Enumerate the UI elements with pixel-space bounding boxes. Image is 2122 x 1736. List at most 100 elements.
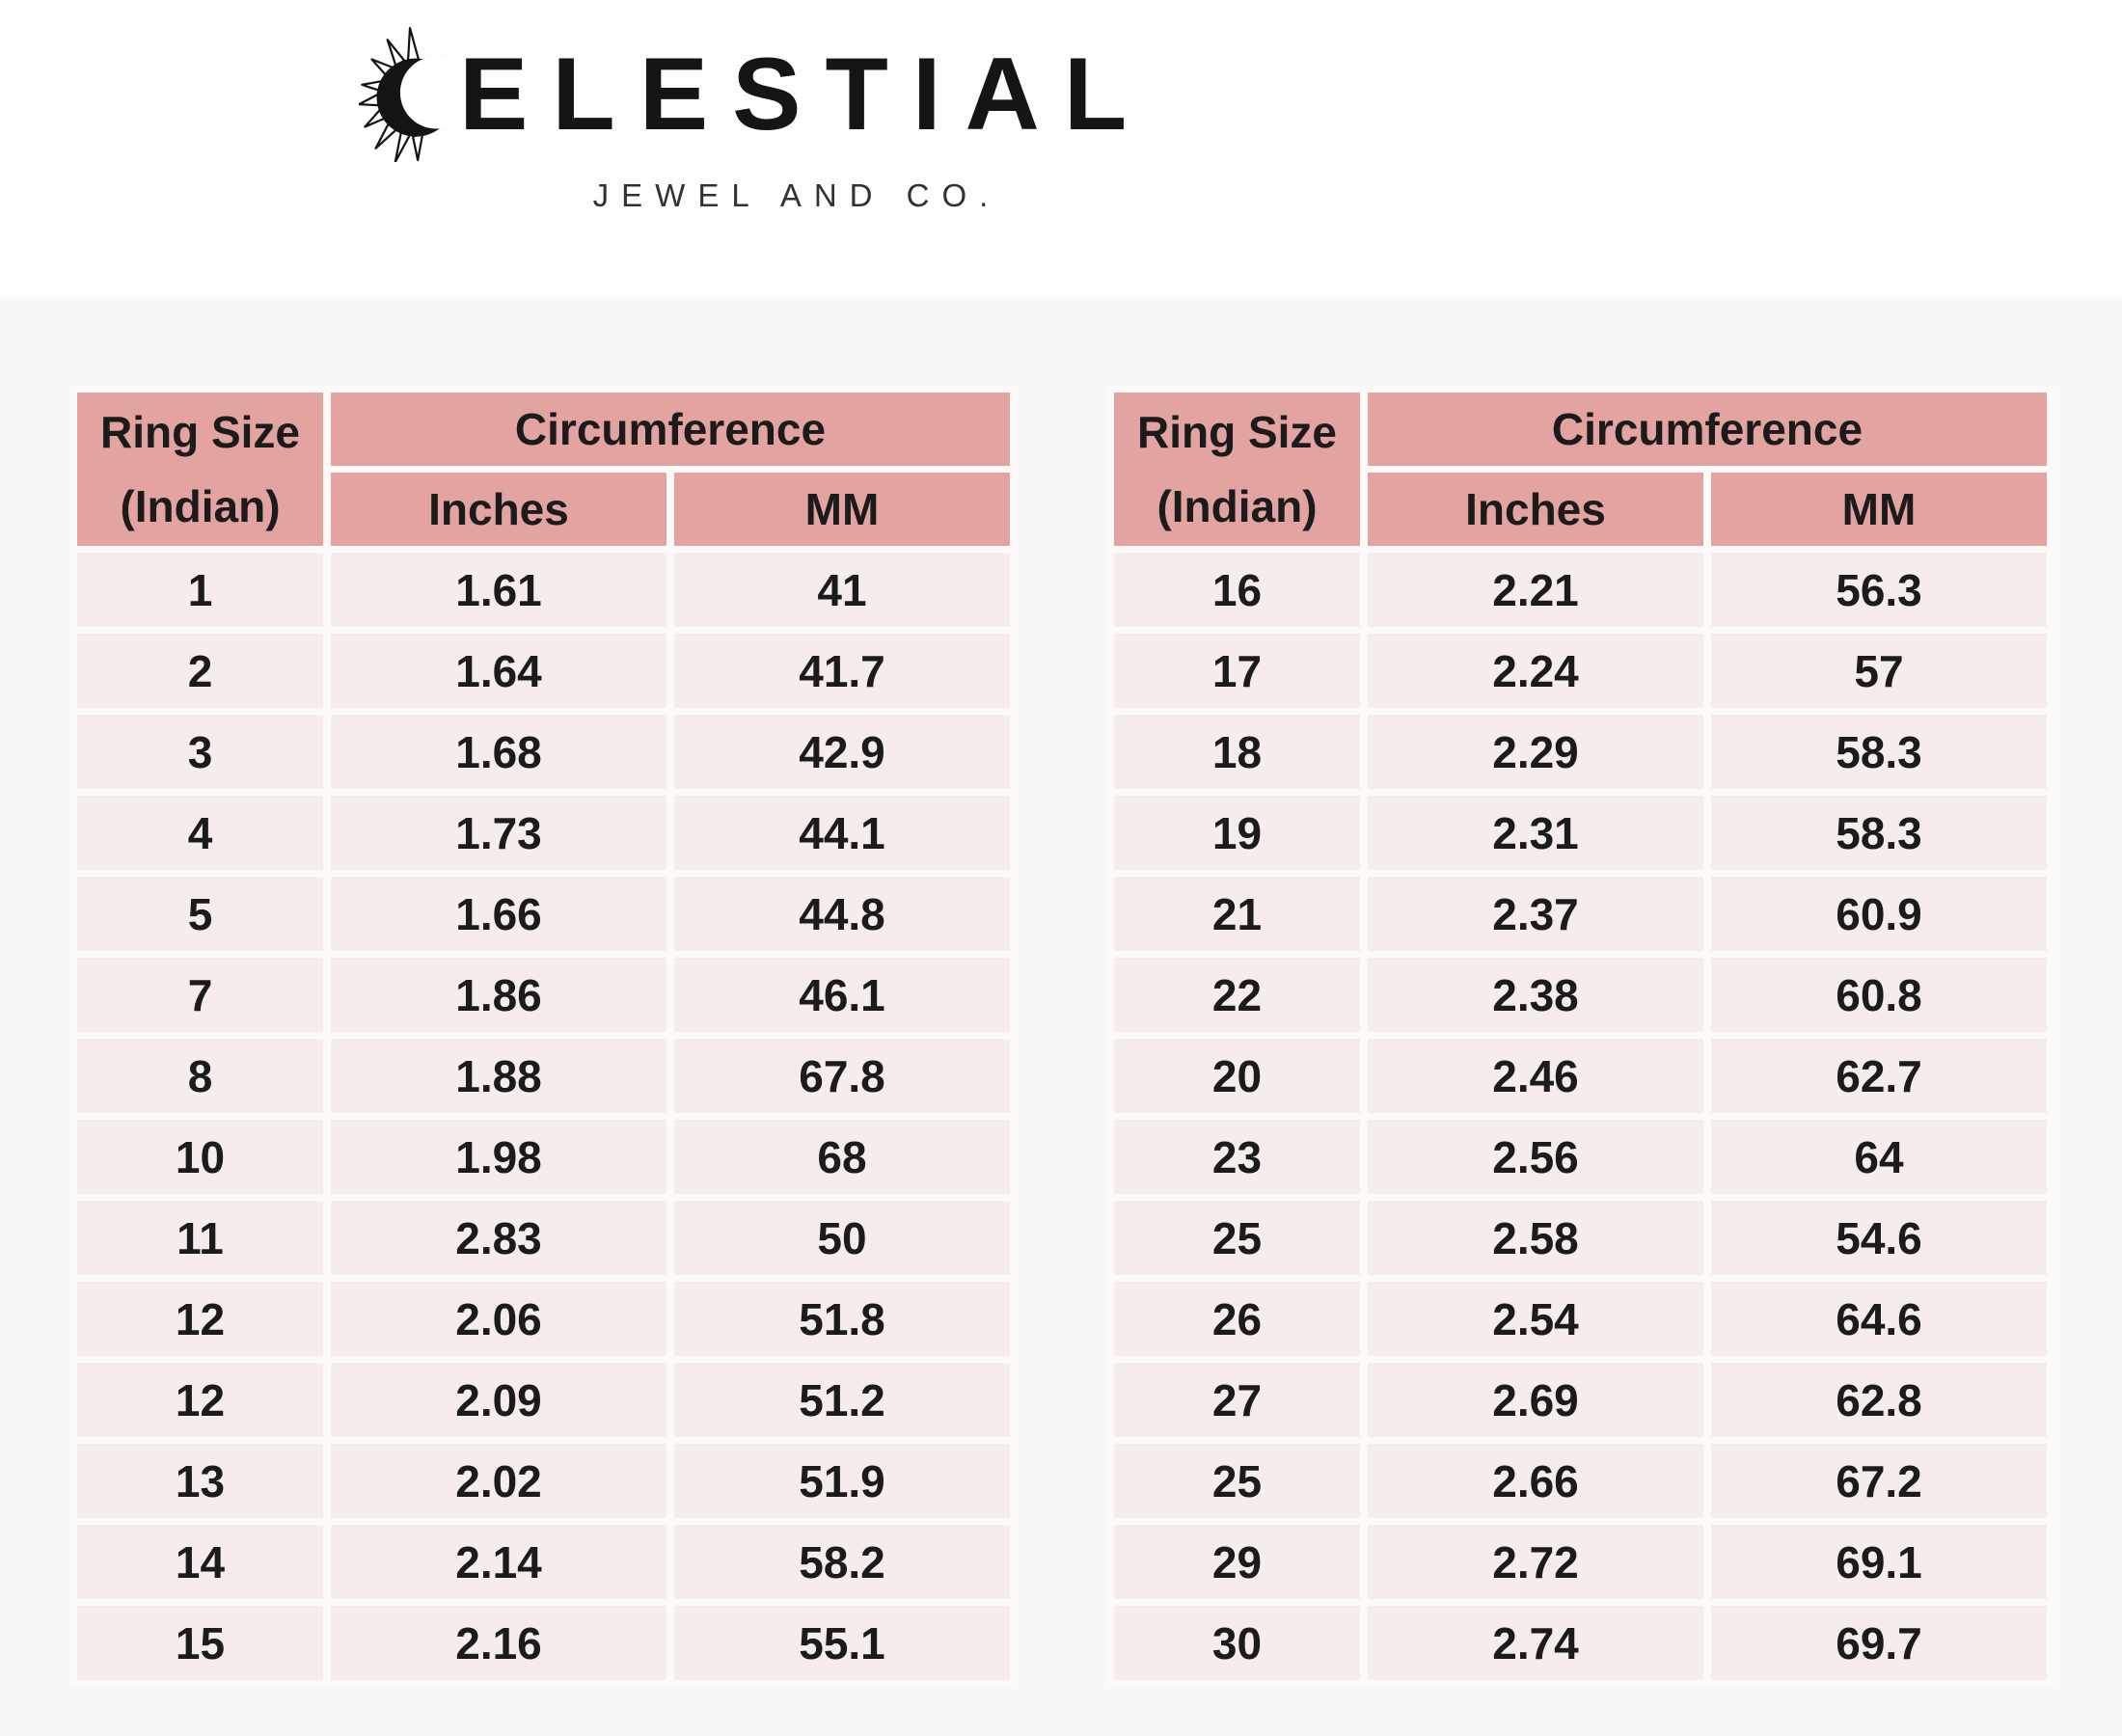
- mm-cell: 50: [674, 1201, 1010, 1275]
- mm-cell: 60.8: [1711, 958, 2047, 1032]
- table-row: 19 2.31 58.3: [1114, 796, 2047, 870]
- ring-size-cell: 12: [77, 1282, 323, 1356]
- ring-size-cell: 25: [1114, 1201, 1360, 1275]
- inches-cell: 2.58: [1368, 1201, 1703, 1275]
- inches-cell: 2.46: [1368, 1039, 1703, 1113]
- mm-cell: 51.8: [674, 1282, 1010, 1356]
- mm-cell: 44.8: [674, 877, 1010, 951]
- table-row: 23 2.56 64: [1114, 1120, 2047, 1194]
- inches-cell: 2.66: [1368, 1444, 1703, 1518]
- table-row: 22 2.38 60.8: [1114, 958, 2047, 1032]
- mm-cell: 67.8: [674, 1039, 1010, 1113]
- inches-cell: 2.38: [1368, 958, 1703, 1032]
- crescent-sun-icon: [359, 26, 457, 162]
- mm-cell: 57: [1711, 634, 2047, 708]
- mm-cell: 60.9: [1711, 877, 2047, 951]
- ring-size-cell: 5: [77, 877, 323, 951]
- mm-cell: 44.1: [674, 796, 1010, 870]
- table-row: 13 2.02 51.9: [77, 1444, 1010, 1518]
- inches-header: Inches: [1368, 473, 1703, 546]
- table-row: 4 1.73 44.1: [77, 796, 1010, 870]
- mm-cell: 64.6: [1711, 1282, 2047, 1356]
- ring-size-cell: 27: [1114, 1363, 1360, 1437]
- inches-cell: 2.56: [1368, 1120, 1703, 1194]
- ring-size-cell: 20: [1114, 1039, 1360, 1113]
- mm-cell: 42.9: [674, 715, 1010, 789]
- table-row: 14 2.14 58.2: [77, 1525, 1010, 1599]
- mm-cell: 64: [1711, 1120, 2047, 1194]
- ring-size-cell: 10: [77, 1120, 323, 1194]
- inches-cell: 2.31: [1368, 796, 1703, 870]
- ring-size-cell: 22: [1114, 958, 1360, 1032]
- brand-subtitle: JEWEL AND CO.: [592, 177, 1001, 213]
- table-row: 16 2.21 56.3: [1114, 553, 2047, 627]
- ring-size-header: Ring Size (Indian): [77, 393, 323, 546]
- inches-cell: 2.83: [331, 1201, 667, 1275]
- mm-cell: 41.7: [674, 634, 1010, 708]
- ring-size-cell: 3: [77, 715, 323, 789]
- inches-cell: 1.68: [331, 715, 667, 789]
- table-row: 25 2.66 67.2: [1114, 1444, 2047, 1518]
- table-row: 15 2.16 55.1: [77, 1606, 1010, 1680]
- mm-cell: 67.2: [1711, 1444, 2047, 1518]
- inches-cell: 2.21: [1368, 553, 1703, 627]
- ring-size-cell: 8: [77, 1039, 323, 1113]
- ring-size-cell: 30: [1114, 1606, 1360, 1680]
- table-row: 17 2.24 57: [1114, 634, 2047, 708]
- table-row: 12 2.09 51.2: [77, 1363, 1010, 1437]
- mm-cell: 56.3: [1711, 553, 2047, 627]
- table-row: 27 2.69 62.8: [1114, 1363, 2047, 1437]
- table-row: 21 2.37 60.9: [1114, 877, 2047, 951]
- table-row: 8 1.88 67.8: [77, 1039, 1010, 1113]
- ring-size-table-left-body: 1 1.61 41 2 1.64 41.7 3 1.68 42.9 4 1.73 44.1 5 1.66 4…: [77, 553, 1010, 1680]
- ring-size-cell: 16: [1114, 553, 1360, 627]
- inches-cell: 1.64: [331, 634, 667, 708]
- mm-cell: 51.2: [674, 1363, 1010, 1437]
- mm-cell: 68: [674, 1120, 1010, 1194]
- brand-wordmark: ELESTIAL: [459, 35, 1152, 151]
- inches-cell: 2.24: [1368, 634, 1703, 708]
- circumference-header: Circumference: [331, 393, 1010, 466]
- inches-cell: 2.06: [331, 1282, 667, 1356]
- ring-size-cell: 4: [77, 796, 323, 870]
- table-row: 18 2.29 58.3: [1114, 715, 2047, 789]
- ring-size-cell: 1: [77, 553, 323, 627]
- mm-header: MM: [1711, 473, 2047, 546]
- ring-size-table-right: Ring Size (Indian) Circumference Inches …: [1106, 386, 2054, 1687]
- ring-size-header-line2: (Indian): [120, 481, 281, 532]
- table-row: 20 2.46 62.7: [1114, 1039, 2047, 1113]
- mm-cell: 69.7: [1711, 1606, 2047, 1680]
- table-row: 25 2.58 54.6: [1114, 1201, 2047, 1275]
- mm-cell: 51.9: [674, 1444, 1010, 1518]
- inches-cell: 1.61: [331, 553, 667, 627]
- table-row: 2 1.64 41.7: [77, 634, 1010, 708]
- mm-cell: 62.8: [1711, 1363, 2047, 1437]
- inches-cell: 2.02: [331, 1444, 667, 1518]
- ring-size-cell: 11: [77, 1201, 323, 1275]
- ring-size-table-right-body: 16 2.21 56.3 17 2.24 57 18 2.29 58.3 19 2.31 58.3 21…: [1114, 553, 2047, 1680]
- table-row: 1 1.61 41: [77, 553, 1010, 627]
- circumference-header: Circumference: [1368, 393, 2047, 466]
- inches-cell: 2.09: [331, 1363, 667, 1437]
- ring-size-cell: 15: [77, 1606, 323, 1680]
- ring-size-cell: 18: [1114, 715, 1360, 789]
- inches-cell: 2.16: [331, 1606, 667, 1680]
- table-row: 3 1.68 42.9: [77, 715, 1010, 789]
- mm-cell: 58.2: [674, 1525, 1010, 1599]
- ring-size-cell: 12: [77, 1363, 323, 1437]
- inches-cell: 2.69: [1368, 1363, 1703, 1437]
- brand-logo: ELESTIAL JEWEL AND CO.: [359, 25, 1159, 214]
- ring-size-cell: 19: [1114, 796, 1360, 870]
- ring-size-cell: 25: [1114, 1444, 1360, 1518]
- inches-cell: 2.29: [1368, 715, 1703, 789]
- ring-size-table-left: Ring Size (Indian) Circumference Inches …: [69, 386, 1018, 1687]
- brand-logo-row: ELESTIAL: [359, 25, 1159, 162]
- ring-size-cell: 7: [77, 958, 323, 1032]
- inches-cell: 1.98: [331, 1120, 667, 1194]
- ring-size-header-line1: Ring Size: [99, 406, 301, 457]
- table-row: 29 2.72 69.1: [1114, 1525, 2047, 1599]
- table-row: 12 2.06 51.8: [77, 1282, 1010, 1356]
- ring-size-cell: 17: [1114, 634, 1360, 708]
- inches-cell: 1.86: [331, 958, 667, 1032]
- mm-cell: 58.3: [1711, 796, 2047, 870]
